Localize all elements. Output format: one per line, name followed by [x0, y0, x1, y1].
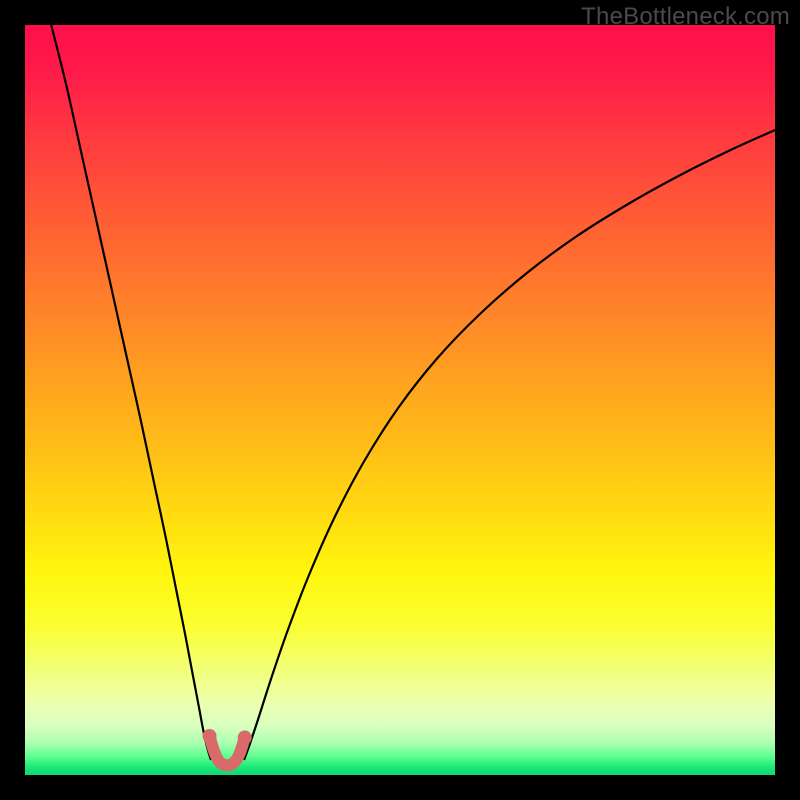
bottleneck-chart	[25, 25, 775, 775]
gradient-background	[25, 25, 775, 775]
trough-endpoint-left	[203, 729, 217, 743]
trough-endpoint-right	[238, 731, 252, 745]
